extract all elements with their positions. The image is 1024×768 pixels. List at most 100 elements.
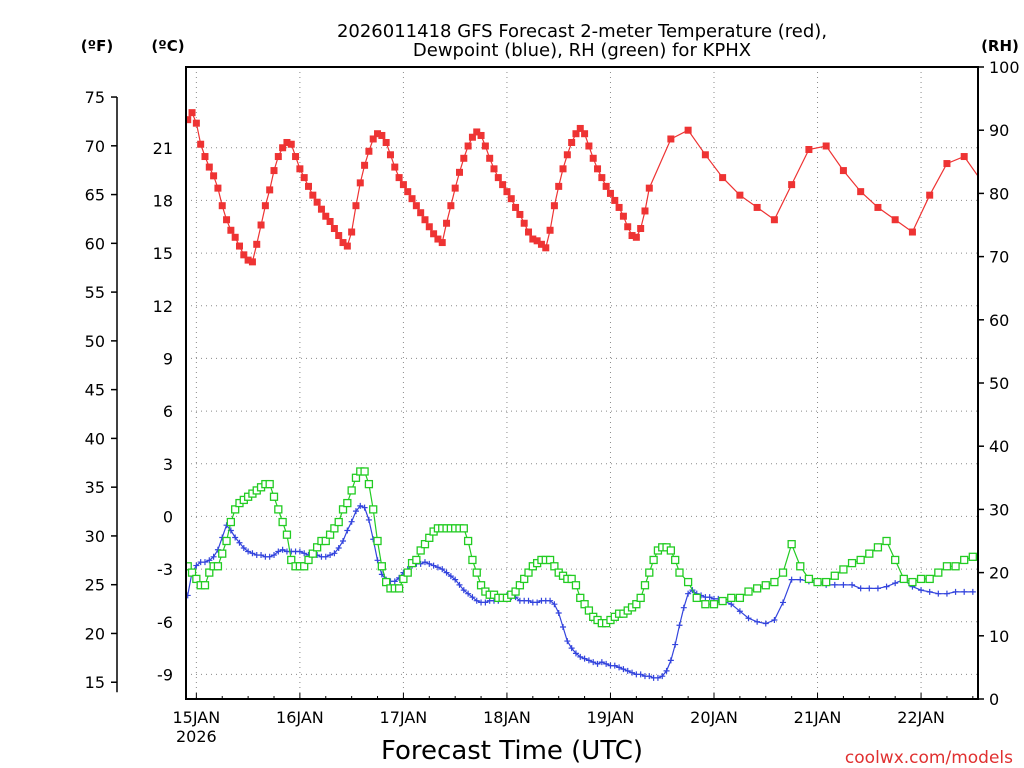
rh-tick-label: 20: [989, 564, 1009, 583]
x-tick-label: 20JAN: [690, 708, 738, 727]
dewpoint-point: [849, 581, 856, 588]
dewpoint-point: [365, 516, 372, 523]
celsius-tick-label: 21: [153, 139, 173, 158]
rh-point: [382, 577, 391, 587]
dewpoint-point: [327, 552, 334, 559]
celsius-tick-label: 9: [163, 349, 173, 368]
rh-point: [351, 473, 361, 482]
rh-point: [632, 600, 641, 609]
temperature-point: [287, 140, 295, 148]
temperature-point: [434, 235, 442, 243]
rh-point: [394, 584, 404, 593]
temperature-point: [361, 161, 369, 169]
rh-point: [882, 536, 891, 546]
temperature-point: [257, 221, 265, 229]
temperature-point: [296, 165, 304, 173]
temperature-point: [908, 228, 916, 236]
temperature-point: [576, 124, 584, 132]
fahrenheit-tick-label: 60: [85, 234, 105, 253]
rh-point: [399, 574, 408, 584]
dewpoint-point: [585, 657, 592, 664]
temperature-point: [611, 196, 619, 204]
temperature-point: [490, 165, 498, 173]
rh-tick-label: 0: [989, 690, 999, 709]
dewpoint-point: [443, 569, 450, 576]
rh-point: [891, 555, 900, 565]
rh-point: [269, 492, 279, 501]
dewpoint-point: [780, 599, 787, 606]
celsius-tick-label: -6: [157, 613, 173, 632]
rh-point: [425, 533, 434, 542]
rh-point: [265, 479, 274, 489]
dewpoint-point: [892, 580, 899, 587]
celsius-tick-label: 3: [163, 455, 173, 474]
rh-point: [226, 517, 236, 527]
dewpoint-point: [754, 618, 761, 625]
dewpoint-point: [706, 594, 713, 601]
temperature-point: [546, 226, 554, 234]
rh-point: [813, 577, 822, 587]
temperature-point: [550, 202, 558, 210]
rh-point: [649, 555, 658, 565]
temperature-point: [529, 235, 537, 243]
rh-point: [796, 562, 805, 571]
dewpoint-point: [391, 578, 398, 585]
rh-point: [550, 562, 559, 571]
rh-point: [839, 565, 848, 574]
rh-point: [934, 568, 943, 577]
x-tick-label: 15JAN: [172, 708, 220, 727]
rh-point: [274, 505, 283, 514]
rh-point: [847, 558, 857, 568]
rh-point: [822, 577, 831, 587]
rh-point: [373, 536, 382, 546]
temperature-point: [788, 181, 796, 189]
fahrenheit-tick-label: 55: [85, 283, 105, 302]
temperature-point: [283, 138, 291, 146]
temperature-point: [240, 251, 248, 259]
dewpoint-point: [271, 552, 277, 559]
temperature-point: [326, 217, 334, 225]
temperature-point: [507, 195, 515, 203]
dewpoint-point: [676, 622, 683, 629]
dewpoint-point: [611, 662, 618, 669]
rh-point: [770, 577, 779, 587]
temperature-point: [399, 181, 407, 189]
dewpoint-point: [361, 504, 368, 511]
rh-tick-label: 90: [989, 121, 1009, 140]
fahrenheit-tick-label: 15: [85, 673, 105, 692]
temperature-point: [356, 179, 364, 187]
temperature-point: [335, 232, 343, 240]
temperature-point: [227, 226, 235, 234]
dewpoint-point: [452, 576, 459, 583]
temperature-point: [628, 232, 636, 240]
dewpoint-point: [564, 638, 571, 645]
dewpoint-point: [572, 650, 579, 657]
dewpoint-point: [969, 588, 976, 595]
temperature-point: [330, 225, 338, 233]
dewpoint-point: [201, 559, 208, 566]
rh-point: [369, 505, 378, 514]
rh-point: [580, 600, 589, 609]
dewpoint-point: [654, 674, 661, 681]
dewpoint-point: [193, 562, 200, 569]
rh-point: [463, 536, 473, 546]
fahrenheit-tick-label: 20: [85, 624, 105, 643]
fahrenheit-tick-label: 45: [85, 381, 105, 400]
temperature-point: [248, 258, 256, 266]
temperature-point: [214, 184, 222, 192]
temperature-point: [520, 219, 528, 227]
rh-point: [968, 552, 977, 561]
rh-point: [925, 574, 934, 584]
dewpoint-point: [935, 590, 942, 597]
dewpoint-point: [646, 673, 653, 680]
dewpoint-point: [926, 588, 933, 595]
dewpoint-point: [685, 590, 692, 597]
temperature-point: [753, 203, 761, 211]
rh-point: [727, 593, 736, 603]
temperature-point: [417, 209, 425, 217]
rh-point: [347, 486, 356, 495]
rh-point: [308, 549, 317, 558]
temperature-point: [736, 191, 744, 199]
temperature-point: [839, 167, 847, 175]
